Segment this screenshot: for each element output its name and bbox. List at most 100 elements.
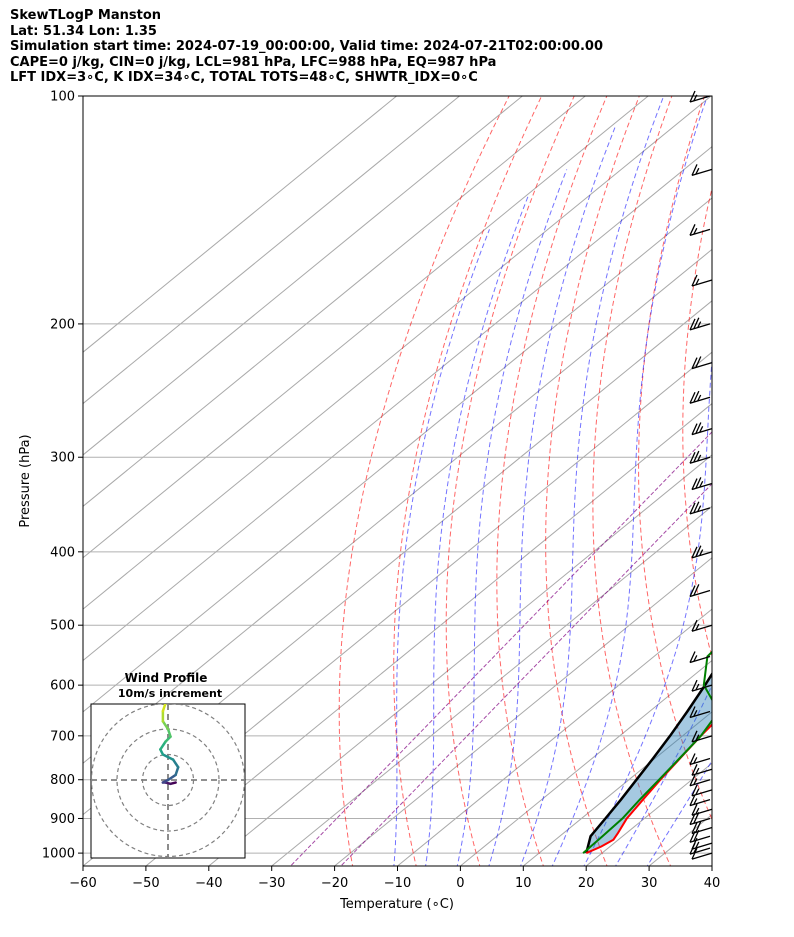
wind-barb-flag: [691, 822, 698, 834]
wind-barb: [691, 164, 713, 176]
wind-barb-staff: [691, 768, 713, 776]
y-tick-label: 1000: [42, 847, 75, 862]
wind-barb: [691, 764, 713, 776]
wind-barb-half-flag: [693, 655, 698, 662]
wind-barb-flag: [691, 847, 698, 860]
wind-barb-staff: [691, 551, 713, 559]
dry-adiabat: [496, 96, 608, 866]
wind-barb-flag: [689, 585, 696, 597]
wind-barb-staff: [689, 95, 711, 103]
wind-barb-flag: [693, 584, 700, 596]
y-tick-label: 700: [50, 729, 75, 744]
wind-barb-flag: [691, 274, 698, 287]
lat-lon: Lat: 51.34 Lon: 1.35: [10, 23, 157, 39]
wind-barb-half-flag: [695, 734, 700, 741]
isotherm-line: [271, 505, 712, 866]
wind-barb: [689, 317, 711, 331]
wind-barb-staff: [689, 396, 711, 404]
wind-barb: [691, 274, 713, 287]
wind-barb-staff: [689, 507, 711, 515]
dry-adiabat: [338, 96, 510, 866]
wind-barb-half-flag: [693, 757, 698, 764]
isotherm-line: [145, 402, 712, 866]
y-tick-label: 400: [50, 545, 75, 560]
wind-barb-flag: [695, 545, 702, 557]
wind-barb-flag: [689, 813, 696, 825]
wind-barb: [689, 224, 711, 236]
wind-barb-half-flag: [699, 549, 704, 556]
wind-barb-staff: [689, 228, 711, 236]
wind-barb: [691, 619, 713, 632]
cape-indices: CAPE=0 j/kg, CIN=0 j/kg, LCL=981 hPa, LF…: [10, 54, 497, 70]
wind-barb-staff: [691, 482, 713, 491]
wind-barb: [689, 651, 711, 664]
wind-barb-half-flag: [693, 227, 698, 235]
wind-barb-staff: [691, 808, 713, 816]
wind-barb-flag: [691, 423, 698, 435]
hodograph-segment: [161, 753, 175, 761]
wind-barb: [691, 477, 713, 491]
moist-adiabat: [425, 194, 530, 866]
wind-barb-flag: [691, 164, 698, 176]
wind-barb: [691, 847, 713, 860]
moist-adiabat: [393, 229, 490, 866]
wind-barb: [691, 821, 713, 835]
x-axis-label: Temperature (∘C): [339, 897, 454, 912]
hodograph-segment: [174, 766, 180, 777]
wind-barb: [691, 730, 713, 743]
hodograph-segment: [166, 773, 177, 782]
hodograph-segment: [159, 740, 167, 751]
wind-barb: [691, 545, 713, 559]
wind-barb-staff: [691, 362, 713, 370]
wind-barb-half-flag: [695, 841, 700, 849]
x-tick-label: 20: [578, 876, 595, 891]
wind-barb: [689, 706, 711, 719]
dry-adiabat: [726, 96, 794, 869]
x-tick-label: −20: [321, 876, 348, 891]
wind-barbs: [689, 90, 713, 860]
isotherm-line: [83, 146, 712, 662]
wind-barb-staff: [691, 789, 713, 797]
x-tick-label: 40: [704, 876, 721, 891]
wind-barb: [689, 812, 711, 826]
temperature-line: [585, 723, 712, 855]
wind-barb-staff: [691, 735, 713, 743]
x-tick-label: −60: [69, 876, 96, 891]
simulation-times: Simulation start time: 2024-07-19_00:00:…: [10, 39, 603, 55]
hodograph-segment: [171, 758, 180, 769]
wind-barb: [691, 803, 713, 816]
dry-adiabat: [545, 96, 640, 866]
wind-barb-flag: [689, 651, 696, 663]
isotherm-line: [83, 96, 397, 353]
wind-barb-staff: [691, 168, 713, 176]
wind-barb: [689, 501, 711, 515]
moist-adiabat: [520, 96, 665, 866]
x-tick-label: 0: [456, 876, 464, 891]
isotherm-line: [397, 608, 712, 866]
mixing-ratio-line: [340, 483, 712, 866]
wind-barb-staff: [691, 826, 713, 835]
isotherm-line: [83, 96, 523, 456]
wind-barb-staff: [691, 852, 713, 860]
y-tick-label: 500: [50, 619, 75, 634]
wind-barb-flag: [691, 619, 698, 632]
isotherm-line: [334, 557, 712, 866]
wind-barb-flag: [693, 317, 700, 330]
y-tick-label: 300: [50, 451, 75, 466]
wind-barb-half-flag: [693, 798, 698, 805]
wind-barb-flag: [691, 730, 698, 743]
moist-adiabat: [551, 96, 708, 866]
dry-adiabat: [445, 96, 575, 866]
dry-adiabat: [592, 96, 673, 866]
wind-barb-half-flag: [693, 710, 698, 717]
wind-barb-staff: [689, 817, 711, 826]
wind-barb-half-flag: [697, 394, 702, 402]
wind-profile-inset: Wind Profile 10m/s increment: [90, 671, 246, 859]
wind-barb: [689, 794, 711, 807]
wind-barb: [691, 784, 713, 797]
wind-barb: [689, 584, 711, 598]
wind-barb-flag: [693, 812, 700, 824]
mixing-ratio-lines: [290, 431, 712, 866]
y-tick-label: 600: [50, 679, 75, 694]
dewpoint-line: [582, 650, 712, 854]
